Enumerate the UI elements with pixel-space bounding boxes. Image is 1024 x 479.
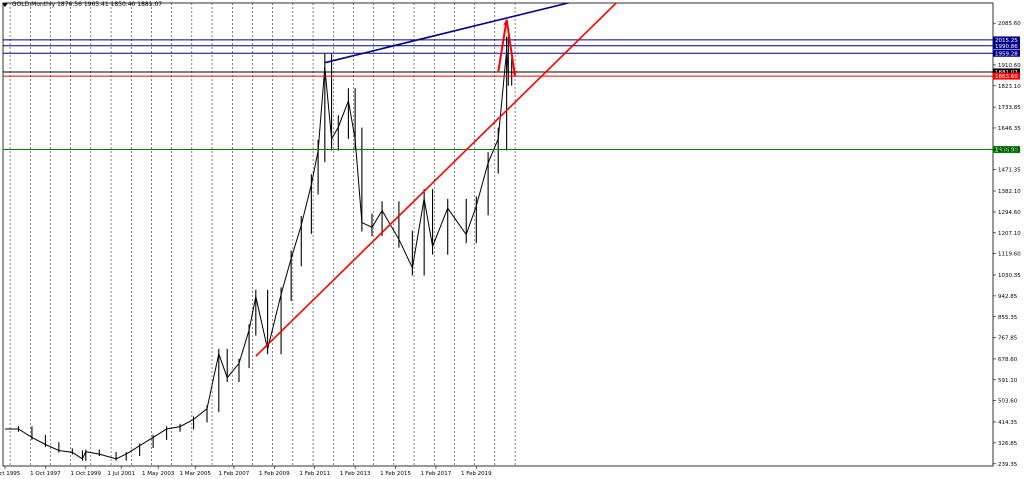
level-tag bbox=[993, 72, 1020, 80]
y-tick-label: 239.35 bbox=[998, 462, 1018, 468]
level-label: 1959.28 bbox=[995, 51, 1018, 57]
y-tick-label: 1910.60 bbox=[998, 63, 1021, 69]
y-tick-label: 414.35 bbox=[998, 420, 1018, 426]
x-tick-label: 1 Feb 2009 bbox=[259, 471, 290, 477]
level-label: 1556.00 bbox=[995, 148, 1018, 154]
chart-header: GOLD,Monthly 1876.56 1965.41 1850.40 188… bbox=[2, 1, 162, 8]
y-tick-label: 767.85 bbox=[998, 336, 1018, 342]
y-tick-label: 678.60 bbox=[998, 357, 1018, 363]
x-tick-label: 1 Oct 1995 bbox=[0, 471, 21, 477]
dropdown-triangle-icon[interactable] bbox=[2, 2, 8, 7]
price-series-line bbox=[5, 50, 512, 460]
x-tick-label: 1 Feb 2013 bbox=[340, 471, 371, 477]
level-label: 1863.60 bbox=[995, 74, 1018, 80]
plot-frame bbox=[2, 2, 994, 467]
y-tick-label: 1556.85 bbox=[998, 147, 1021, 153]
y-tick-label: 326.85 bbox=[998, 441, 1018, 447]
y-axis: 2085.60 1910.60 1823.10 1733.85 1646.35 1556.… bbox=[993, 21, 1021, 468]
y-tick-label: 942.85 bbox=[998, 294, 1018, 300]
y-tick-label: 2085.60 bbox=[998, 21, 1021, 27]
arrow-shaft bbox=[497, 19, 508, 73]
x-tick-label: 1 Feb 2007 bbox=[219, 471, 250, 477]
level-tag bbox=[993, 49, 1020, 57]
x-tick-label: 1 Mar 2005 bbox=[180, 471, 212, 477]
ohlc-label: 1876.56 1965.41 1850.40 1881.07 bbox=[57, 1, 163, 8]
y-tick-label: 1646.35 bbox=[998, 126, 1021, 132]
y-tick-label: 1119.60 bbox=[998, 252, 1021, 258]
x-tick-label: 1 Oct 1999 bbox=[71, 471, 102, 477]
y-tick-label: 1823.10 bbox=[998, 84, 1021, 90]
level-tag bbox=[993, 68, 1020, 76]
y-tick-label: 1382.10 bbox=[998, 189, 1021, 195]
y-tick-label: 1471.35 bbox=[998, 168, 1021, 174]
y-tick-label: 1733.85 bbox=[998, 105, 1021, 111]
y-tick-label: 591.10 bbox=[998, 378, 1018, 384]
x-tick-label: 1 May 2003 bbox=[142, 471, 175, 477]
level-tag bbox=[993, 146, 1020, 154]
arrow-shaft bbox=[505, 19, 517, 77]
x-tick-label: 1 Oct 1997 bbox=[30, 471, 61, 477]
level-tag bbox=[993, 36, 1020, 44]
y-tick-label: 855.35 bbox=[998, 315, 1018, 321]
trendline[interactable] bbox=[324, 0, 588, 64]
x-tick-label: 1 Feb 2019 bbox=[461, 471, 492, 477]
symbol-label: GOLD,Monthly bbox=[11, 1, 56, 8]
x-tick-label: 1 Feb 2015 bbox=[380, 471, 411, 477]
y-tick-label: 1207.10 bbox=[998, 231, 1021, 237]
y-tick-label: 1030.35 bbox=[998, 273, 1021, 279]
y-tick-label: 503.60 bbox=[998, 399, 1018, 405]
price-layer bbox=[5, 36, 513, 461]
x-tick-label: 1 Jul 2001 bbox=[107, 471, 135, 477]
arrow-head-icon bbox=[511, 70, 517, 77]
level-label: 1990.86 bbox=[995, 44, 1018, 50]
level-tag bbox=[993, 42, 1020, 50]
grid-layer bbox=[9, 3, 516, 466]
y-tick-label: 1294.60 bbox=[998, 210, 1021, 216]
levels-layer: 2015.251990.861959.281881.071863.601556.… bbox=[3, 36, 1020, 154]
level-label: 2015.25 bbox=[995, 38, 1018, 44]
x-tick-label: 1 Feb 2017 bbox=[421, 471, 452, 477]
x-axis: 1 Oct 1995 1 Oct 1997 1 Oct 1999 1 Jul 2001… bbox=[0, 466, 492, 477]
trendline[interactable] bbox=[255, 0, 621, 357]
trend-layer bbox=[255, 0, 621, 357]
x-tick-label: 1 Feb 2011 bbox=[299, 471, 330, 477]
